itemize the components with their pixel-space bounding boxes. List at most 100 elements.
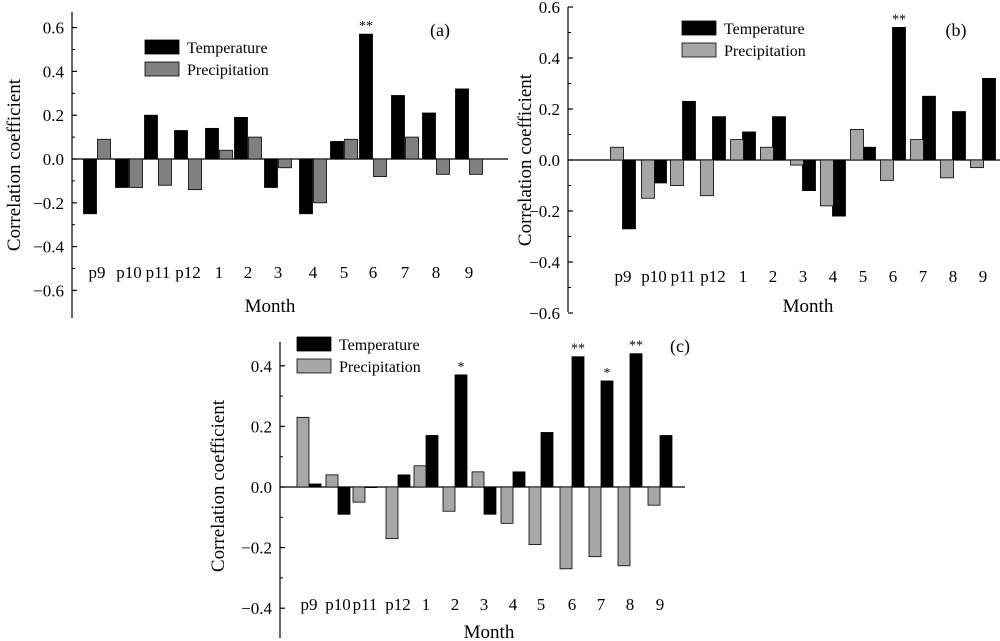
bar-temperature-7 <box>922 95 936 161</box>
x-category-label: p10 <box>325 595 351 614</box>
x-category-label: 5 <box>537 595 546 614</box>
y-tick-label: 0.4 <box>539 49 561 68</box>
bar-temperature-p11 <box>144 114 158 160</box>
bar-temperature-3 <box>802 159 816 192</box>
bar-precipitation-8 <box>940 159 954 179</box>
x-category-label: p12 <box>700 267 726 286</box>
bar-precipitation-p11 <box>352 486 366 503</box>
bar-temperature-p10 <box>337 486 351 515</box>
y-tick-label: −0.2 <box>529 202 560 221</box>
legend-swatch-temperature <box>296 336 332 352</box>
bar-precipitation-6 <box>880 159 894 181</box>
x-category-label: 6 <box>369 263 378 282</box>
bar-temperature-p12 <box>712 116 726 161</box>
significance-mark: ** <box>359 19 373 34</box>
bar-precipitation-5 <box>850 128 864 161</box>
bar-temperature-7 <box>600 380 614 488</box>
y-axis-title: Correlation coefficient <box>515 73 536 246</box>
bar-precipitation-p10 <box>129 158 143 188</box>
bar-precipitation-7 <box>588 486 602 558</box>
x-category-label: 4 <box>829 267 838 286</box>
x-category-label: p12 <box>175 263 201 282</box>
x-axis-title: Month <box>464 622 515 641</box>
significance-mark: * <box>458 360 465 375</box>
bar-precipitation-9 <box>970 159 984 169</box>
x-category-label: 7 <box>401 263 410 282</box>
x-category-label: p11 <box>671 267 696 286</box>
legend-label-precipitation: Precipitation <box>339 359 421 376</box>
x-category-label: p9 <box>89 263 106 282</box>
bar-precipitation-2 <box>760 146 774 161</box>
x-category-label: 6 <box>568 595 577 614</box>
chart-panel-a: 0.6 0.4 0.2 0.0 −0.2 −0.4 −0.6 p9 p10 p11 p12 1 2 3 4 5… <box>4 12 508 318</box>
bar-temperature-4 <box>832 159 846 217</box>
x-category-label: 3 <box>480 595 489 614</box>
legend-label-temperature: Temperature <box>187 40 268 57</box>
bar-temperature-9 <box>659 435 673 488</box>
bar-temperature-3 <box>483 486 497 515</box>
y-tick-label: 0.2 <box>251 417 272 436</box>
bar-precipitation-8 <box>617 486 631 567</box>
x-category-label: 9 <box>465 263 474 282</box>
chart-panel-b: 0.6 0.4 0.2 0.0 −0.2 −0.4 −0.6 p9 p10 p11 p12 1 2 3 4 5… <box>515 0 1000 323</box>
bar-precipitation-2 <box>442 486 456 512</box>
bar-precipitation-p9 <box>296 416 310 488</box>
bar-temperature-p9 <box>308 483 322 488</box>
x-axis-title: Month <box>783 296 834 317</box>
x-category-label: 2 <box>451 595 460 614</box>
x-category-label: p11 <box>353 595 378 614</box>
bar-precipitation-3 <box>790 159 804 166</box>
bar-precipitation-p12 <box>700 159 714 197</box>
bar-temperature-9 <box>455 88 469 160</box>
bar-precipitation-7 <box>910 139 924 161</box>
bar-temperature-4 <box>299 158 313 215</box>
bar-precipitation-1 <box>413 465 427 488</box>
panel-label: (b) <box>946 20 967 41</box>
y-axis-title: Correlation coefficient <box>208 399 229 572</box>
bar-precipitation-4 <box>500 486 514 524</box>
legend-swatch-precipitation <box>296 358 332 374</box>
bar-temperature-p12 <box>174 130 188 160</box>
x-category-label: 8 <box>432 263 441 282</box>
x-category-label: 1 <box>739 267 748 286</box>
bar-temperature-5 <box>540 432 554 488</box>
x-category-label: 7 <box>919 267 928 286</box>
bar-precipitation-p12 <box>188 158 202 191</box>
bar-precipitation-9 <box>647 486 661 506</box>
bar-precipitation-p11 <box>158 158 172 186</box>
bar-temperature-6 <box>359 33 373 160</box>
bar-precipitation-3 <box>278 158 292 169</box>
y-tick-label: 0.0 <box>251 478 272 497</box>
bar-precipitation-4 <box>313 158 327 204</box>
x-axis-title: Month <box>245 296 296 317</box>
x-category-label: p11 <box>146 263 171 282</box>
bar-temperature-p9 <box>83 158 97 215</box>
bar-precipitation-5 <box>344 138 358 160</box>
y-tick-label: −0.6 <box>33 281 64 300</box>
bar-temperature-p11 <box>364 486 378 489</box>
y-tick-label: 0.2 <box>43 106 64 125</box>
bar-temperature-8 <box>422 112 436 160</box>
bar-temperature-3 <box>264 158 278 188</box>
y-tick-label: 0.0 <box>539 151 560 170</box>
bar-precipitation-6 <box>373 158 387 177</box>
y-tick-label: −0.4 <box>241 599 272 618</box>
x-category-label: 5 <box>859 267 868 286</box>
legend-swatch-temperature <box>681 20 717 36</box>
y-tick-label: −0.6 <box>529 304 560 323</box>
y-tick-label: 0.4 <box>251 357 273 376</box>
bar-temperature-p10 <box>653 159 667 184</box>
x-category-label: p9 <box>301 595 318 614</box>
x-category-label: 2 <box>769 267 778 286</box>
x-category-label: 4 <box>509 595 518 614</box>
bar-temperature-6 <box>571 356 585 488</box>
bar-precipitation-5 <box>528 486 542 545</box>
legend-swatch-precipitation <box>144 61 180 77</box>
x-category-label: p10 <box>641 267 667 286</box>
bar-temperature-1 <box>205 127 219 160</box>
legend-label-precipitation: Precipitation <box>187 62 269 79</box>
x-category-label: 6 <box>889 267 898 286</box>
y-tick-label: 0.6 <box>539 0 560 17</box>
bar-precipitation-p12 <box>385 486 399 539</box>
